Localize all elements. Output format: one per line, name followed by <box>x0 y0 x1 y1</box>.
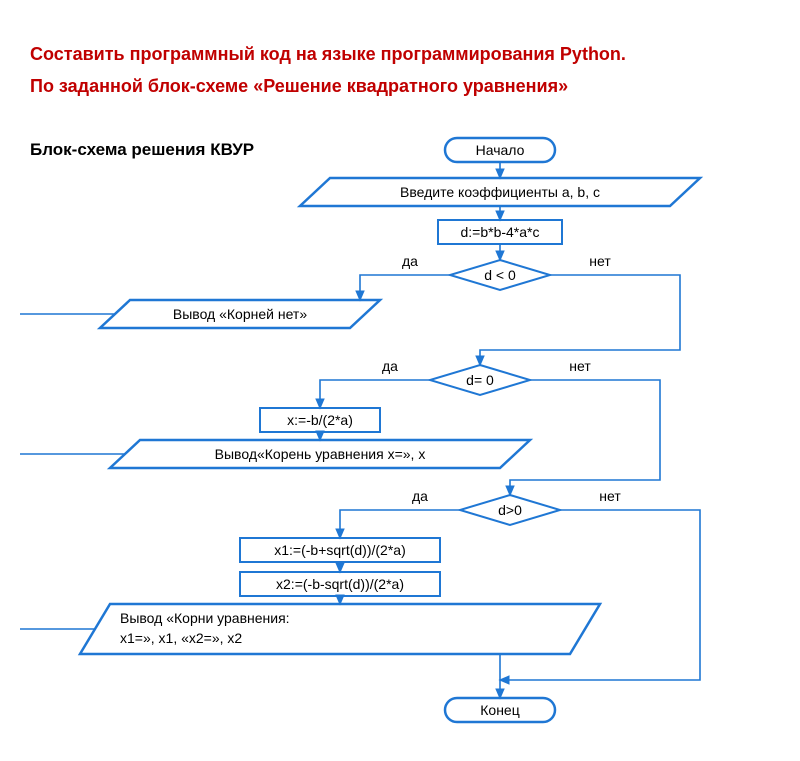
calc-x-label: x:=-b/(2*a) <box>260 412 380 428</box>
out-x-label: Вывод«Корень уравнения x=», x <box>130 446 510 462</box>
dec-d-gt0-label: d>0 <box>460 502 560 518</box>
input-abc-label: Введите коэффициенты a, b, c <box>320 184 680 200</box>
dec-d-eq0-label: d= 0 <box>430 372 530 388</box>
no2-label: нет <box>560 358 600 374</box>
out-x1x2-label-1: Вывод «Корни уравнения: <box>120 610 560 626</box>
no3-label: нет <box>590 488 630 504</box>
yes2-label: да <box>370 358 410 374</box>
start-node-label: Начало <box>445 142 555 158</box>
no1-label: нет <box>580 253 620 269</box>
end-node-label: Конец <box>445 702 555 718</box>
out-x1x2-label-2: x1=», x1, «x2=», x2 <box>120 630 560 646</box>
yes1-label: да <box>390 253 430 269</box>
dec-d-lt0-label: d < 0 <box>450 267 550 283</box>
out-no-roots-label: Вывод «Корней нет» <box>120 306 360 322</box>
calc-d-label: d:=b*b-4*a*c <box>438 224 562 240</box>
calc-x1-label: x1:=(-b+sqrt(d))/(2*a) <box>240 542 440 558</box>
calc-x2-label: x2:=(-b-sqrt(d))/(2*a) <box>240 576 440 592</box>
flowchart-svg <box>0 0 800 761</box>
yes3-label: да <box>400 488 440 504</box>
